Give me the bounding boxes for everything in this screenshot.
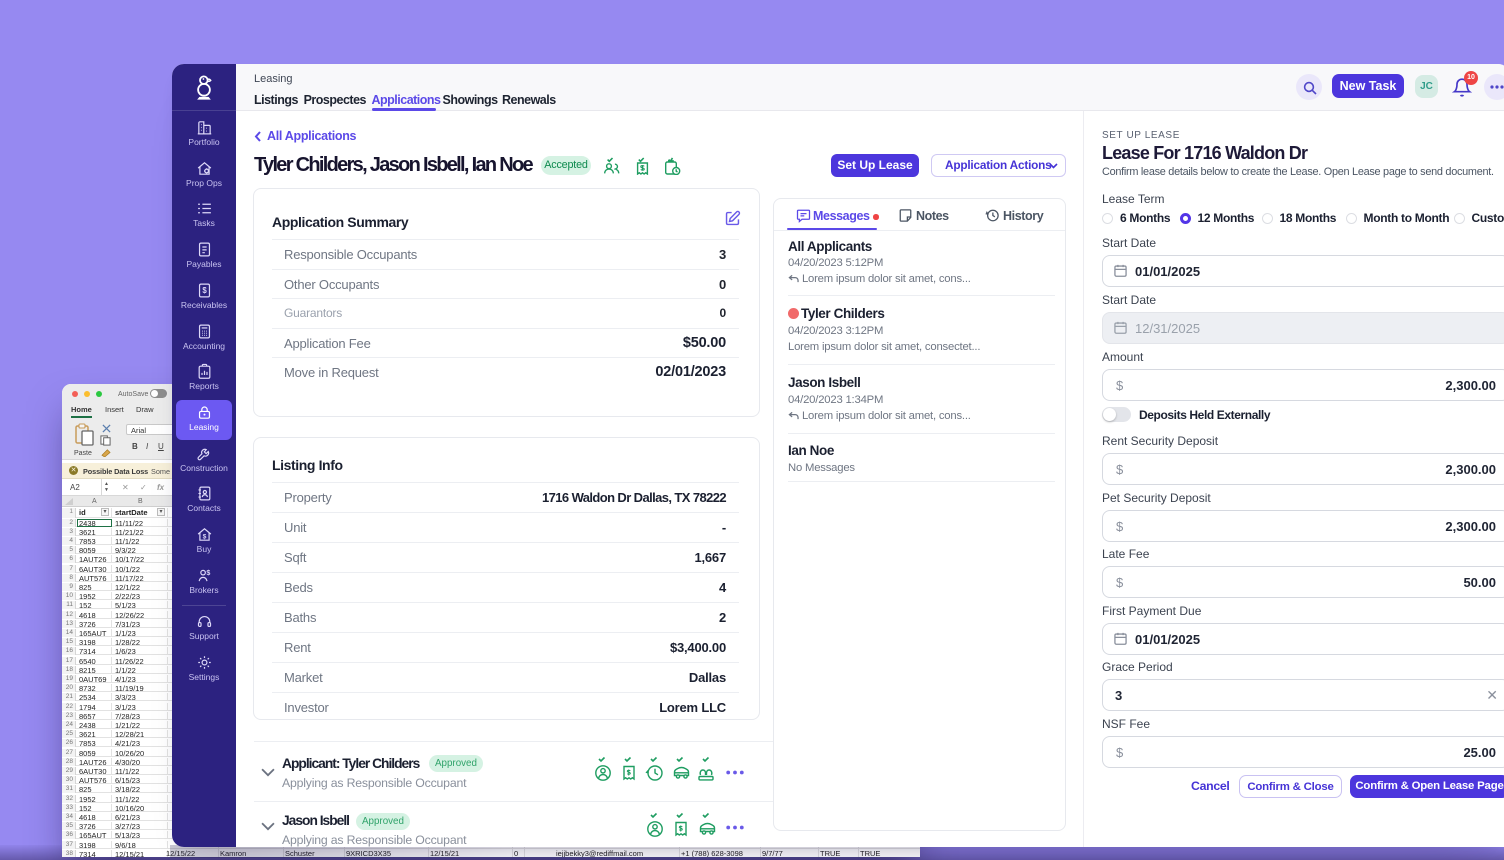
svg-text:$: $: [202, 286, 207, 295]
svg-text:$: $: [206, 568, 210, 576]
svg-text:$: $: [202, 533, 206, 540]
